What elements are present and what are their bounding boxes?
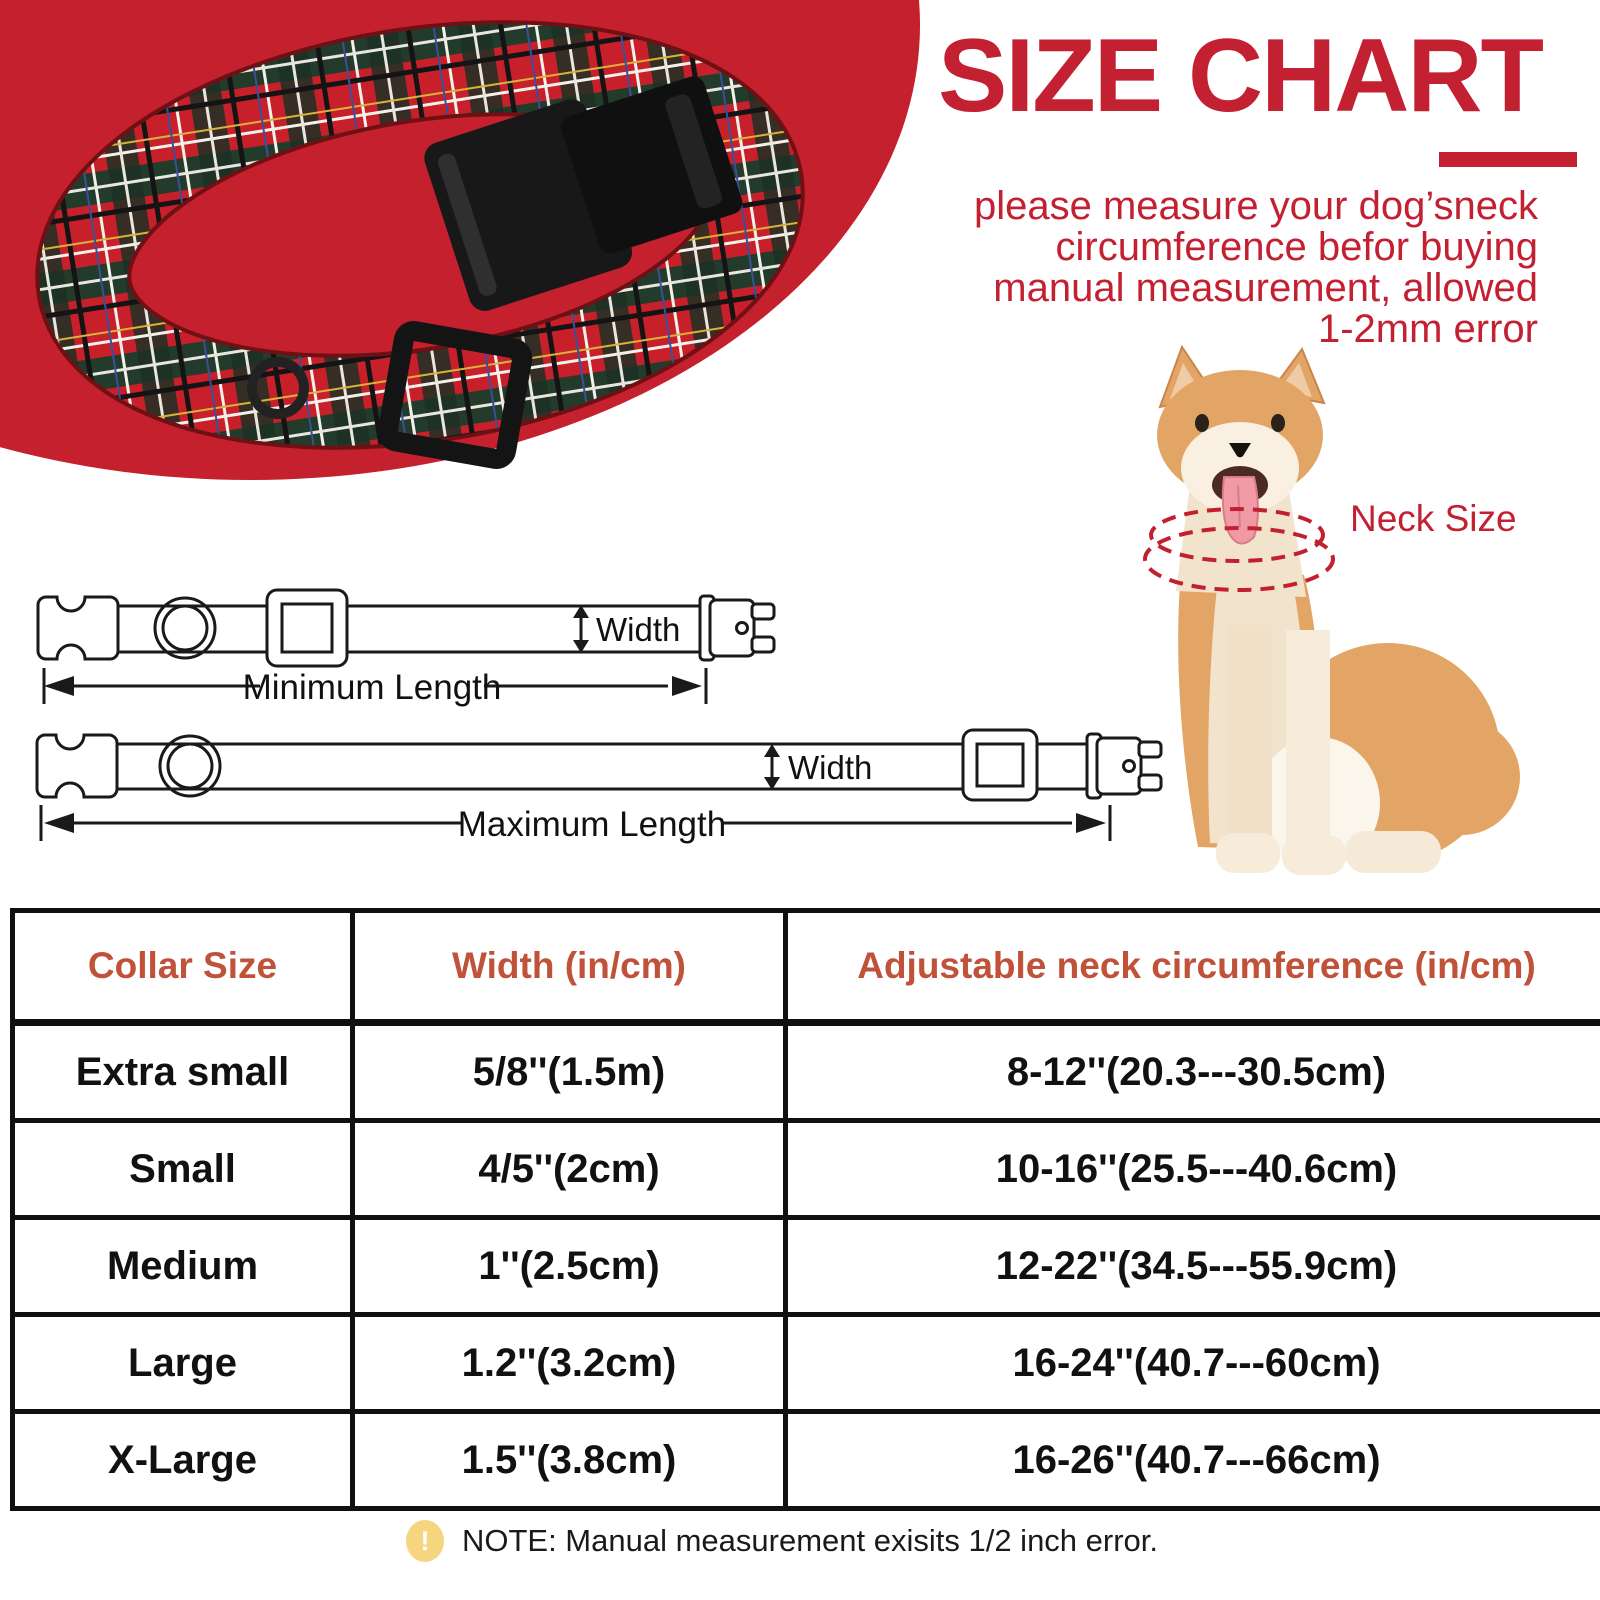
header-collar-size: Collar Size [10, 908, 355, 1026]
subtitle-line: 1-2mm error [1317, 307, 1538, 351]
cell-width: 1.5''(3.8cm) [350, 1409, 788, 1511]
slider-icon [975, 742, 1025, 788]
table-row: Extra small 5/8''(1.5m) 8-12''(20.3---30… [10, 1020, 1600, 1123]
cell-width: 1.2''(3.2cm) [350, 1312, 788, 1414]
subtitle: please measure your dog’sneck circumfere… [778, 186, 1538, 350]
table-row: X-Large 1.5''(3.8cm) 16-26''(40.7---66cm… [10, 1409, 1600, 1511]
cell-width: 1''(2.5cm) [350, 1215, 788, 1317]
subtitle-line: manual measurement, allowed [993, 266, 1538, 310]
collar-measure-diagrams: Width Minimum Length [35, 588, 1163, 844]
subtitle-line: please measure your dog’sneck [973, 184, 1538, 228]
cell-neck: 16-24''(40.7---60cm) [783, 1312, 1600, 1414]
cell-width: 5/8''(1.5m) [350, 1020, 788, 1123]
cell-neck: 10-16''(25.5---40.6cm) [783, 1118, 1600, 1220]
buckle-male-icon [35, 733, 119, 799]
table-row: Medium 1''(2.5cm) 12-22''(34.5---55.9cm) [10, 1215, 1600, 1317]
neck-measure-dashes [1143, 507, 1335, 592]
width-label: Width [788, 749, 872, 786]
note-text: NOTE: Manual measurement exisits 1/2 inc… [461, 1523, 1159, 1558]
cell-size: X-Large [10, 1409, 355, 1511]
dog-photo [1143, 344, 1520, 875]
collar-loop [35, 20, 805, 450]
diagram-maximum [35, 728, 1163, 841]
cell-neck: 12-22''(34.5---55.9cm) [783, 1215, 1600, 1317]
page-title: SIZE CHART [938, 18, 1544, 134]
cell-neck: 16-26''(40.7---66cm) [783, 1409, 1600, 1511]
width-label: Width [596, 611, 680, 648]
strap [82, 742, 1104, 791]
minimum-length-label: Minimum Length [243, 668, 502, 707]
title-underline [1439, 152, 1577, 167]
collar-d-ring [247, 357, 309, 419]
table-row: Large 1.2''(3.2cm) 16-24''(40.7---60cm) [10, 1312, 1600, 1414]
collar-buckle [424, 76, 743, 311]
exclamation-icon: ! [405, 1520, 444, 1562]
cell-size: Extra small [10, 1020, 355, 1123]
dog-head [1157, 344, 1326, 545]
dog-body [1176, 485, 1520, 875]
cell-size: Medium [10, 1215, 355, 1317]
d-ring-icon [161, 604, 209, 652]
buckle-male-icon [36, 595, 120, 661]
note: ! NOTE: Manual measurement exisits 1/2 i… [0, 1520, 1582, 1562]
cell-size: Small [10, 1118, 355, 1220]
header-neck-circumference: Adjustable neck circumference (in/cm) [783, 908, 1600, 1026]
collar-product-photo [35, 20, 805, 469]
header-width: Width (in/cm) [350, 908, 788, 1026]
slider-icon [280, 602, 334, 654]
table-row: Small 4/5''(2cm) 10-16''(25.5---40.6cm) [10, 1118, 1600, 1220]
collar-slider [377, 321, 533, 469]
buckle-female-icon [698, 594, 776, 662]
d-ring-icon [153, 596, 217, 660]
maximum-length-label: Maximum Length [458, 805, 726, 844]
buckle-female-icon [1085, 732, 1163, 800]
neck-size-label: Neck Size [1350, 498, 1517, 539]
cell-neck: 8-12''(20.3---30.5cm) [783, 1020, 1600, 1123]
table-header-row: Collar Size Width (in/cm) Adjustable nec… [10, 908, 1600, 1026]
d-ring-icon [158, 734, 222, 798]
cell-width: 4/5''(2cm) [350, 1118, 788, 1220]
diagram-minimum [36, 588, 776, 704]
subtitle-line: circumference befor buying [1055, 225, 1538, 269]
cell-size: Large [10, 1312, 355, 1414]
size-table: Collar Size Width (in/cm) Adjustable nec… [10, 908, 1600, 1511]
d-ring-icon [166, 742, 214, 790]
